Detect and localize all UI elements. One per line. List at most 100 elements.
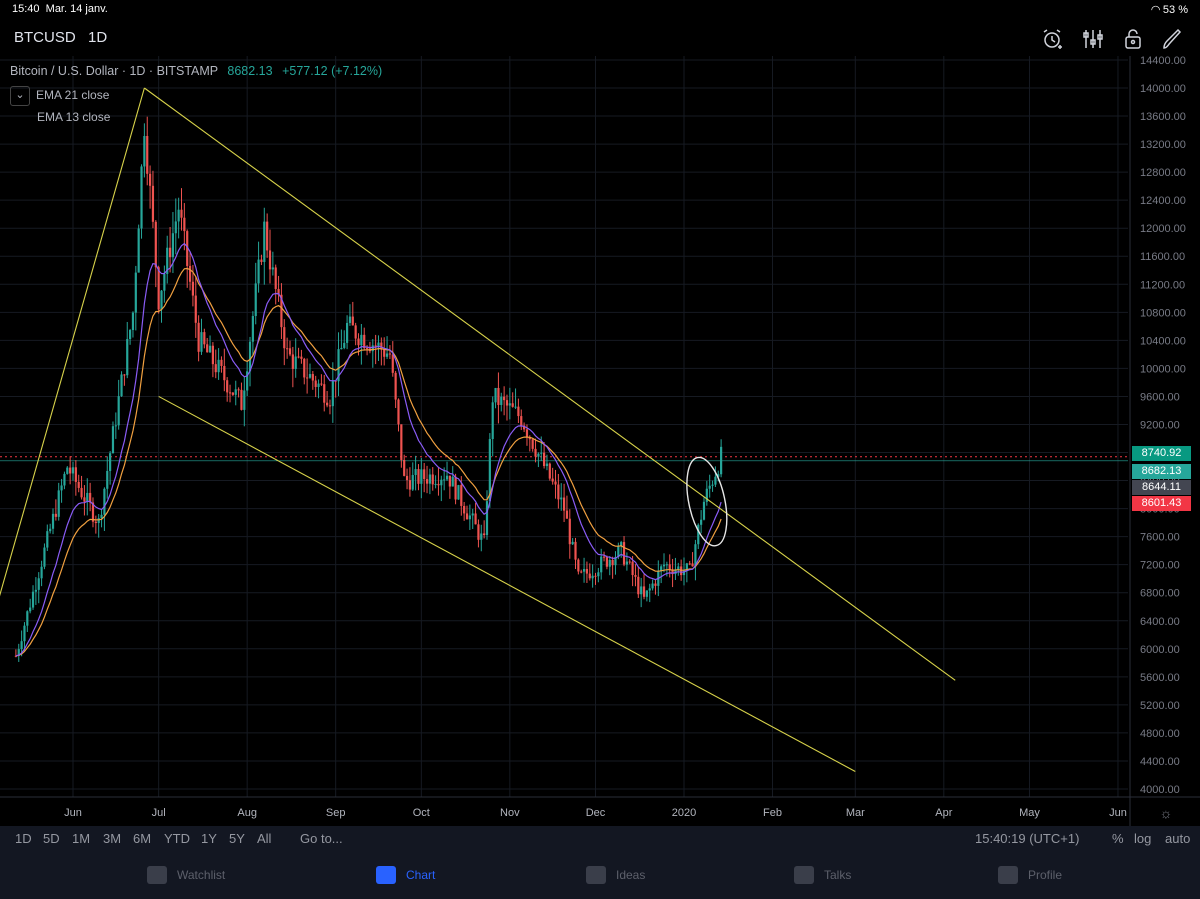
candle-body: [80, 487, 83, 498]
candle-body: [214, 364, 217, 373]
candle-body: [437, 483, 440, 486]
chevron-down-icon[interactable]: ⌄: [10, 86, 30, 106]
candle-body: [143, 135, 146, 167]
candle-body: [71, 467, 75, 474]
candle-body: [385, 353, 389, 357]
candle-body: [520, 416, 523, 426]
candle-body: [471, 513, 474, 516]
candle-body: [545, 463, 549, 467]
price-chart[interactable]: 14400.00 14000.00 13600.00 13200.00 12800.00…: [0, 56, 1200, 826]
candle-body: [254, 283, 257, 317]
candle-body: [365, 348, 369, 350]
nav-profile[interactable]: Profile: [998, 866, 1062, 884]
chart-header: BTCUSD 1D: [0, 20, 1200, 56]
candle-body: [700, 519, 703, 525]
nav-ideas[interactable]: Ideas: [586, 866, 645, 884]
candle-body: [554, 481, 557, 485]
candle-body: [588, 573, 591, 579]
candle-body: [565, 510, 569, 519]
candle-body: [168, 247, 172, 258]
candle-body: [542, 452, 546, 467]
settings-gear-icon[interactable]: ☼: [1160, 805, 1173, 821]
nav-watchlist[interactable]: Watchlist: [147, 866, 225, 884]
candle-body: [234, 389, 237, 395]
candle-body: [691, 563, 694, 567]
candle-body: [46, 531, 49, 548]
candle-body: [380, 342, 383, 350]
candle-body: [137, 228, 140, 273]
range-3m[interactable]: 3M: [103, 831, 122, 846]
candle-body: [237, 389, 240, 391]
candle-body: [77, 481, 80, 488]
ema-21-legend[interactable]: ⌄ EMA 21 close: [10, 86, 109, 106]
y-tick-label: 4400.00: [1140, 756, 1180, 768]
candle-body: [594, 575, 597, 577]
candle-body: [525, 429, 529, 438]
candle-body: [582, 568, 586, 572]
candle-body: [665, 564, 668, 566]
range-1d[interactable]: 1D: [15, 831, 32, 846]
candle-body: [465, 513, 469, 520]
candle-body: [306, 377, 309, 379]
candle-body: [697, 524, 700, 545]
price-tag-high: 8740.92: [1132, 446, 1191, 461]
candle-body: [268, 250, 272, 270]
interval-selector[interactable]: 1D: [88, 29, 108, 46]
y-tick-label: 12800.00: [1140, 167, 1186, 179]
auto-toggle[interactable]: auto: [1165, 831, 1191, 846]
legend-price: 8682.13: [227, 64, 273, 78]
ema-13-legend[interactable]: EMA 13 close: [37, 110, 111, 124]
candle-body: [126, 339, 129, 376]
nav-chart[interactable]: Chart: [376, 866, 435, 884]
candle-body: [511, 403, 514, 407]
range-1m[interactable]: 1M: [72, 831, 91, 846]
range-1y[interactable]: 1Y: [201, 831, 217, 846]
candle-body: [231, 392, 234, 395]
candle-body: [711, 484, 714, 486]
candle-body: [343, 342, 346, 348]
candle-body: [468, 515, 471, 520]
candle-body: [263, 221, 266, 262]
candle-body: [485, 501, 489, 536]
symbol-selector[interactable]: BTCUSD: [14, 29, 76, 46]
nav-talks[interactable]: Talks: [794, 866, 851, 884]
x-tick-label: Sep: [326, 807, 346, 819]
lock-icon[interactable]: [1120, 26, 1146, 52]
candle-body: [440, 479, 443, 486]
candle-body: [37, 578, 40, 590]
candle-body: [243, 390, 246, 410]
range-ytd[interactable]: YTD: [164, 831, 190, 846]
candle-body: [148, 173, 152, 186]
indicators-icon[interactable]: [1080, 26, 1106, 52]
candle-body: [14, 655, 17, 657]
candle-body: [391, 354, 394, 373]
log-toggle[interactable]: log: [1134, 831, 1152, 846]
candle-body: [274, 267, 277, 289]
candle-body: [514, 406, 517, 408]
candle-body: [203, 332, 206, 345]
y-tick-label: 12400.00: [1140, 195, 1186, 207]
candle-body: [651, 583, 654, 589]
percent-toggle[interactable]: %: [1112, 831, 1124, 846]
range-6m[interactable]: 6M: [133, 831, 152, 846]
candle-body: [480, 533, 483, 540]
candle-body: [562, 497, 566, 511]
candle-body: [26, 611, 29, 626]
range-5d[interactable]: 5D: [43, 831, 60, 846]
candle-body: [645, 590, 648, 597]
range-all[interactable]: All: [257, 831, 272, 846]
goto-button[interactable]: Go to...: [300, 831, 343, 846]
candle-body: [708, 485, 711, 489]
candle-body: [186, 231, 189, 266]
candle-body: [574, 541, 577, 560]
draw-icon[interactable]: [1160, 26, 1186, 52]
candle-body: [308, 374, 312, 378]
y-tick-label: 9600.00: [1140, 391, 1180, 403]
x-tick-label: 2020: [672, 807, 696, 819]
candle-body: [106, 470, 109, 489]
range-5y[interactable]: 5Y: [229, 831, 245, 846]
y-tick-label: 11200.00: [1140, 279, 1185, 291]
alarm-add-icon[interactable]: [1040, 26, 1066, 52]
candle-body: [160, 290, 163, 310]
candle-body: [403, 459, 406, 476]
